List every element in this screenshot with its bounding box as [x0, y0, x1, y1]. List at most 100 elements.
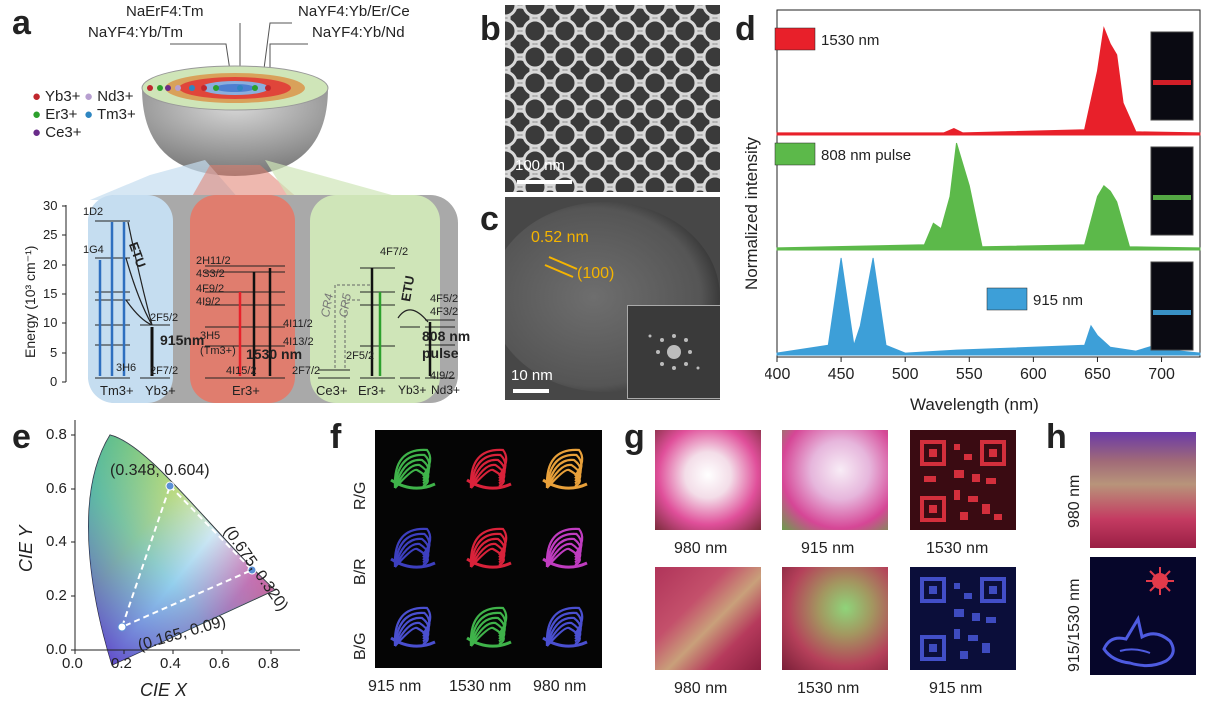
moth-image-r2-c1 [466, 606, 512, 648]
g-top-label-915: 915 nm [801, 540, 855, 557]
xtick-label-450: 450 [828, 366, 855, 383]
bottom-ion-yb2: Yb3+ [398, 383, 427, 397]
bottom-ion-ce: Ce3+ [316, 383, 348, 398]
vial-glow-0 [1153, 80, 1191, 85]
g-bottom-label-980: 980 nm [674, 680, 728, 697]
xtick-label-700: 700 [1148, 366, 1175, 383]
col-label-915: 915 nm [368, 678, 422, 695]
excitation-808nm: 808 nm [422, 328, 471, 344]
excitation-pulse: pulse [422, 345, 459, 361]
cie-ytick-08: 0.8 [46, 426, 67, 443]
col-label-1530: 1530 nm [449, 678, 512, 695]
g-image-980-bottom [655, 567, 761, 670]
panel-g-label: g [624, 418, 645, 456]
chart-frame [776, 9, 1201, 358]
legend-label-0: 1530 nm [821, 32, 879, 49]
cie-ytick-02: 0.2 [46, 587, 67, 604]
vial-glow-1 [1153, 195, 1191, 200]
g-image-915-top [782, 430, 888, 530]
vial-inset-0 [1150, 31, 1194, 121]
cie-xtick-04: 0.4 [160, 655, 181, 672]
moth-image-r0-c2 [542, 448, 588, 490]
cie-xtick-06: 0.6 [209, 655, 230, 672]
panel-e-label: e [12, 418, 31, 456]
panel-d-label: d [735, 10, 756, 48]
panel-b-label: b [480, 10, 501, 48]
level-2f52-yb: 2F5/2 [150, 312, 179, 324]
ion-legend-tm: ● Tm3+ [84, 106, 136, 123]
panel-a: NaErF4:Tm NaYF4:Yb/Er/Ce NaYF4:Yb/Tm NaY… [0, 0, 470, 405]
level-4s32: 4S3/2 [196, 268, 225, 280]
level-4i92: 4I9/2 [196, 296, 221, 308]
spectrum-series-1 [776, 142, 1201, 251]
spectrum-series-0 [776, 26, 1201, 136]
xtick-label-550: 550 [956, 366, 983, 383]
panel-d-ylabel: Normalized intensity [742, 136, 761, 290]
xtick-label-500: 500 [892, 366, 919, 383]
cie-point-green: (0.348, 0.604) [110, 462, 210, 479]
bottom-ion-yb: Yb3+ [145, 383, 176, 398]
h-image-915-1530 [1090, 557, 1196, 675]
xtick-label-600: 600 [1020, 366, 1047, 383]
cie-xtick-08: 0.8 [258, 655, 279, 672]
level-2h112: 2H11/2 [196, 255, 231, 267]
level-4f32: 4F3/2 [430, 306, 459, 318]
level-2f72-ce: 2F7/2 [292, 365, 321, 377]
excitation-1530nm: 1530 nm [246, 346, 303, 362]
panel-c-label: c [480, 200, 499, 238]
ion-legend-er: ● Er3+ [32, 106, 78, 123]
cie-ytick-04: 0.4 [46, 533, 67, 550]
xtick-label-650: 650 [1084, 366, 1111, 383]
moth-image-r1-c2 [542, 527, 588, 569]
energy-tick-30: 30 [43, 198, 58, 213]
cie-diagram [71, 420, 300, 666]
panel-b-tem-image: 100 nm [505, 5, 720, 192]
panel-f-image-grid [375, 430, 602, 668]
panel-f-label: f [330, 418, 342, 456]
level-3h6: 3H6 [116, 362, 137, 374]
cie-xtick-02: 0.2 [111, 655, 132, 672]
level-1g4: 1G4 [83, 244, 104, 256]
level-3h5: 3H5 [200, 330, 221, 342]
energy-tick-15: 15 [43, 286, 58, 301]
energy-tick-20: 20 [43, 257, 58, 272]
g-image-980-top [655, 430, 761, 530]
g-image-1530-bottom [782, 567, 888, 670]
row-label-bg: B/G [352, 632, 369, 660]
bottom-ion-nd: Nd3+ [431, 383, 461, 397]
level-4i152: 4I15/2 [226, 365, 257, 377]
nanoparticle-lattice [505, 5, 720, 192]
energy-axis-label: Energy (10³ cm⁻¹) [22, 245, 38, 358]
bottom-ion-er2: Er3+ [358, 383, 386, 398]
level-4i92-nd: 4I9/2 [430, 370, 455, 382]
level-2f52-ce: 2F5/2 [346, 350, 375, 362]
emission-spectra-chart: 1530 nm 808 nm pulse 915 nm 400 450 500 550 600… [765, 9, 1201, 383]
moth-image-r0-c1 [466, 448, 512, 490]
g-top-label-1530: 1530 nm [926, 540, 989, 557]
bottom-ion-er: Er3+ [232, 383, 260, 398]
h-label-980: 980 nm [1066, 474, 1083, 528]
cie-ytick-06: 0.6 [46, 480, 67, 497]
lattice-spacing-label: 0.52 nm [531, 229, 589, 246]
energy-tick-10: 10 [43, 315, 58, 330]
shell-label-yb-tm: NaYF4:Yb/Tm [88, 24, 184, 41]
shell-label-yb-er-ce: NaYF4:Yb/Er/Ce [298, 3, 410, 20]
cie-ytick-00: 0.0 [46, 641, 67, 658]
vial-inset-2 [1150, 261, 1194, 351]
panel-d-xlabel: Wavelength (nm) [910, 395, 1039, 414]
cie-ylabel: CIE Y [16, 525, 36, 572]
xtick-label-400: 400 [765, 366, 790, 383]
g-image-1530-top [910, 430, 1016, 530]
shell-label-yb-nd: NaYF4:Yb/Nd [312, 24, 405, 41]
ion-legend-yb: ● Yb3+ [32, 88, 81, 105]
panel-b-scalebar: 100 nm [515, 157, 566, 174]
ion-legend-nd: ● Nd3+ [84, 88, 134, 105]
legend-swatch-2 [986, 287, 1028, 311]
panel-c-hrtem-image: 0.52 nm (100) 10 nm [505, 197, 720, 400]
row-label-rg: R/G [352, 481, 369, 510]
shell-label-naerf4: NaErF4:Tm [126, 3, 204, 20]
panel-h-label: h [1046, 418, 1067, 456]
level-4i132: 4I13/2 [283, 336, 314, 348]
level-4f92: 4F9/2 [196, 283, 225, 295]
moth-image-r0-c0 [390, 448, 436, 490]
